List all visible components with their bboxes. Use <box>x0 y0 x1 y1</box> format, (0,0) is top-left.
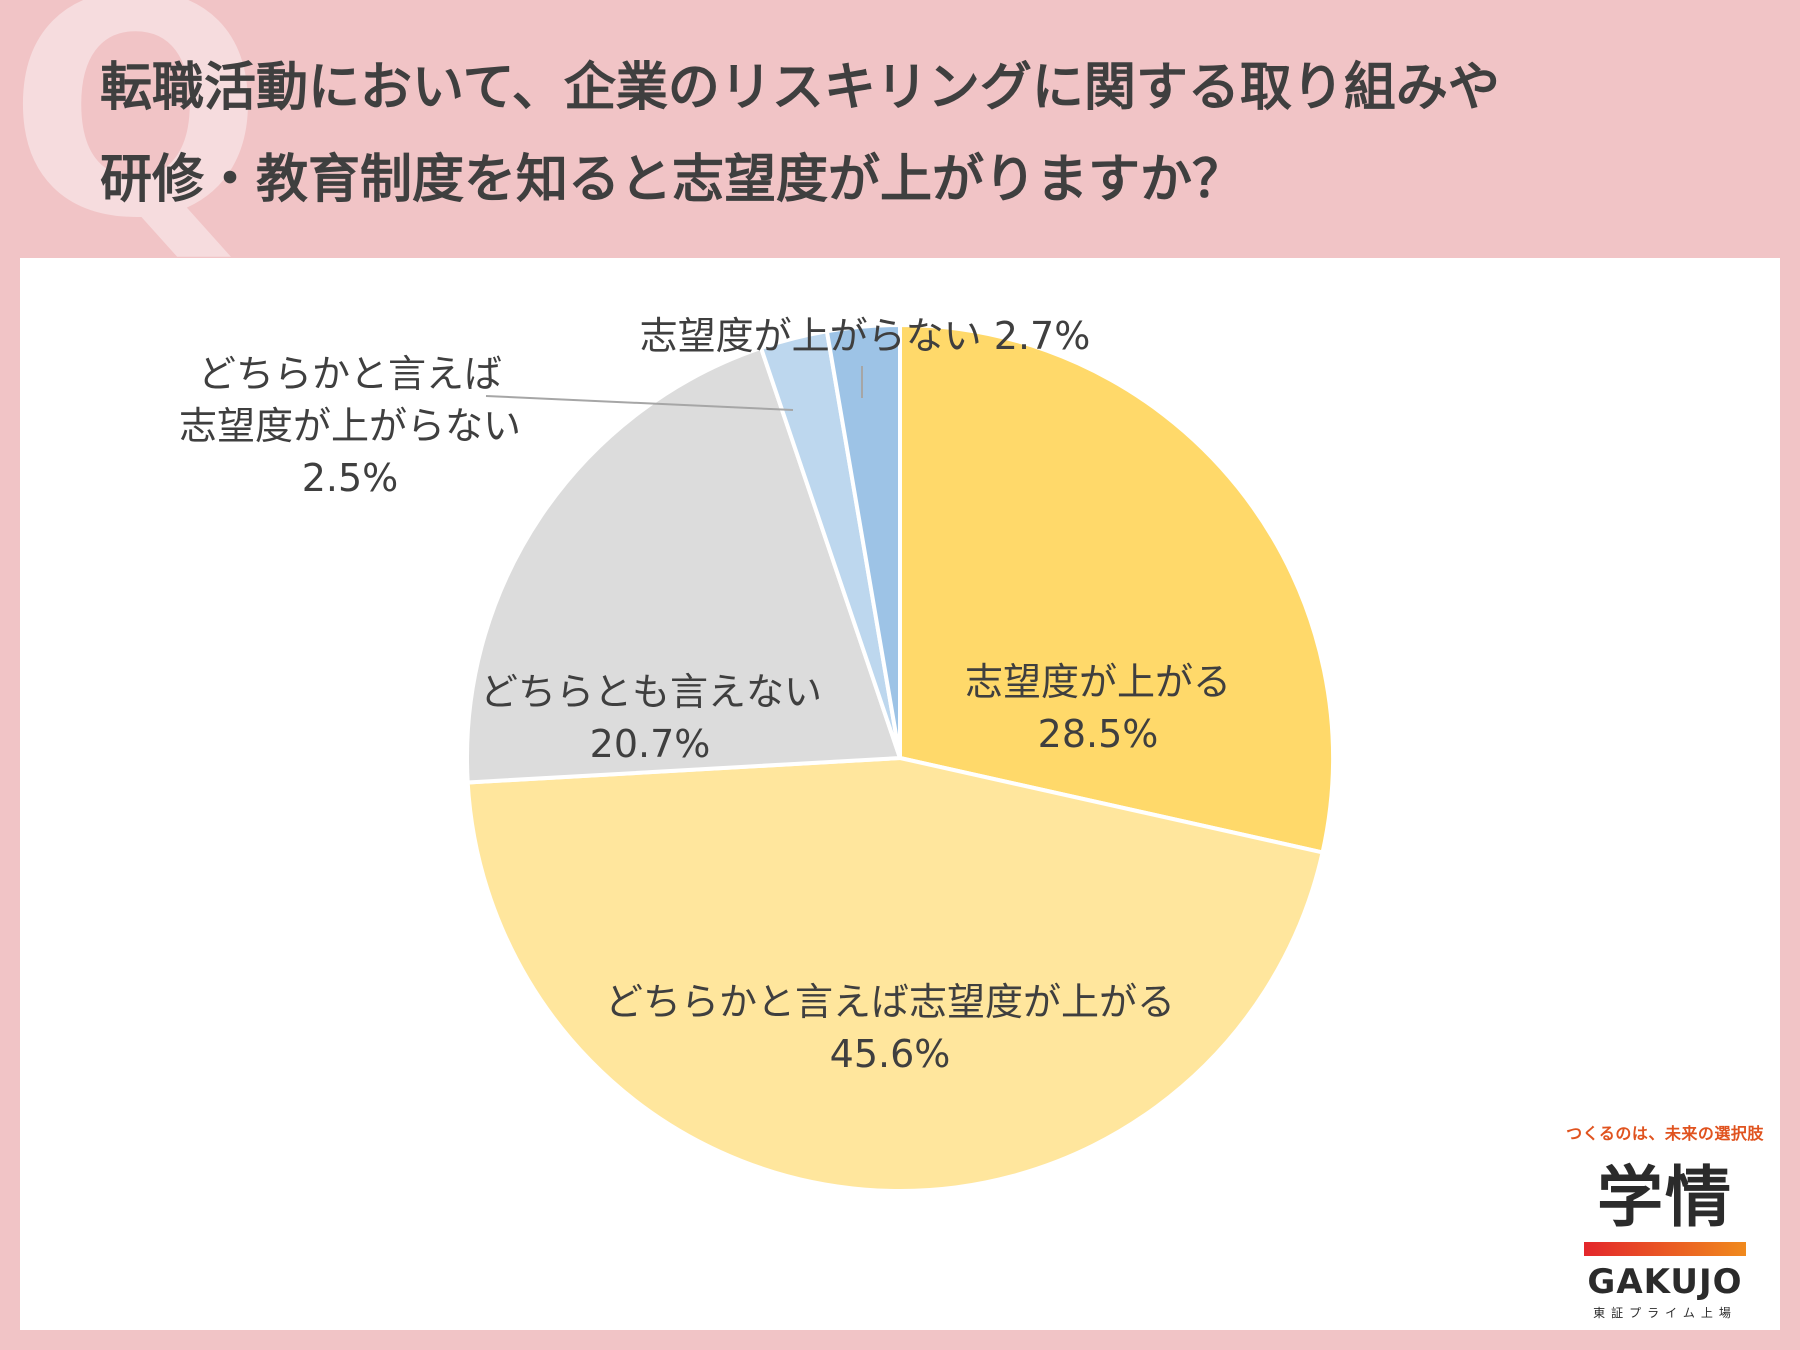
slice-value-label: 2.5% <box>301 456 399 500</box>
slice-label-dochiratomo: どちらとも言えない 20.7% <box>480 666 823 770</box>
slice-value-label: 2.7% <box>993 314 1091 358</box>
q-watermark: Q <box>8 0 264 284</box>
slice-label-text: どちらとも言えない <box>480 670 823 714</box>
logo-mark: 学情 <box>1597 1159 1733 1236</box>
logo-tagline: つくるのは、未来の選択肢 <box>1566 1124 1764 1143</box>
title-line-2: 研修・教育制度を知ると志望度が上がりますか？ <box>100 150 1245 210</box>
slice-label-text-line-2: 志望度が上がらない <box>178 404 521 448</box>
slice-label-shibou-agaru: 志望度が上がる 28.5% <box>948 656 1248 760</box>
gakujo-logo: つくるのは、未来の選択肢 学情 GAKUJO 東証プライム上場 <box>1560 1120 1770 1321</box>
pie-chart <box>465 322 1335 1194</box>
title-line-1: 転職活動において、企業のリスキリングに関する取り組みや <box>100 58 1500 118</box>
pie-slice-dochiraka-agaru <box>465 755 1325 1194</box>
logo-sub: 東証プライム上場 <box>1593 1306 1737 1320</box>
slice-label-shibou-agaranai: 志望度が上がらない 2.7% <box>625 310 1105 362</box>
slice-value-label: 28.5% <box>1037 712 1159 756</box>
slice-label-text: どちらかと言えば志望度が上がる <box>604 980 1175 1024</box>
pie-slice-shibou-agaru <box>898 322 1335 855</box>
slice-value-label: 45.6% <box>829 1032 951 1076</box>
slice-value-label: 20.7% <box>589 722 711 766</box>
slice-label-text-line-1: どちらかと言えば <box>197 352 502 396</box>
slice-label-dochiraka-agaranai: どちらかと言えば 志望度が上がらない 2.5% <box>170 348 530 504</box>
chart-panel: 志望度が上がる 28.5% どちらかと言えば志望度が上がる 45.6% どちらと… <box>20 258 1780 1330</box>
logo-name: GAKUJO <box>1587 1262 1743 1302</box>
pie-slice-shibou-agaranai <box>824 322 902 759</box>
page-title: 転職活動において、企業のリスキリングに関する取り組みや 研修・教育制度を知ると志… <box>100 42 1780 226</box>
slice-label-dochiraka-agaru: どちらかと言えば志望度が上がる 45.6% <box>590 976 1190 1080</box>
slice-label-text: 志望度が上がる <box>964 660 1231 704</box>
pie-slice-dochiratomo <box>465 345 903 785</box>
leader-line-dochiraka-agaranai <box>485 395 794 411</box>
logo-bar <box>1584 1242 1746 1256</box>
slice-label-text: 志望度が上がらない <box>639 314 982 358</box>
